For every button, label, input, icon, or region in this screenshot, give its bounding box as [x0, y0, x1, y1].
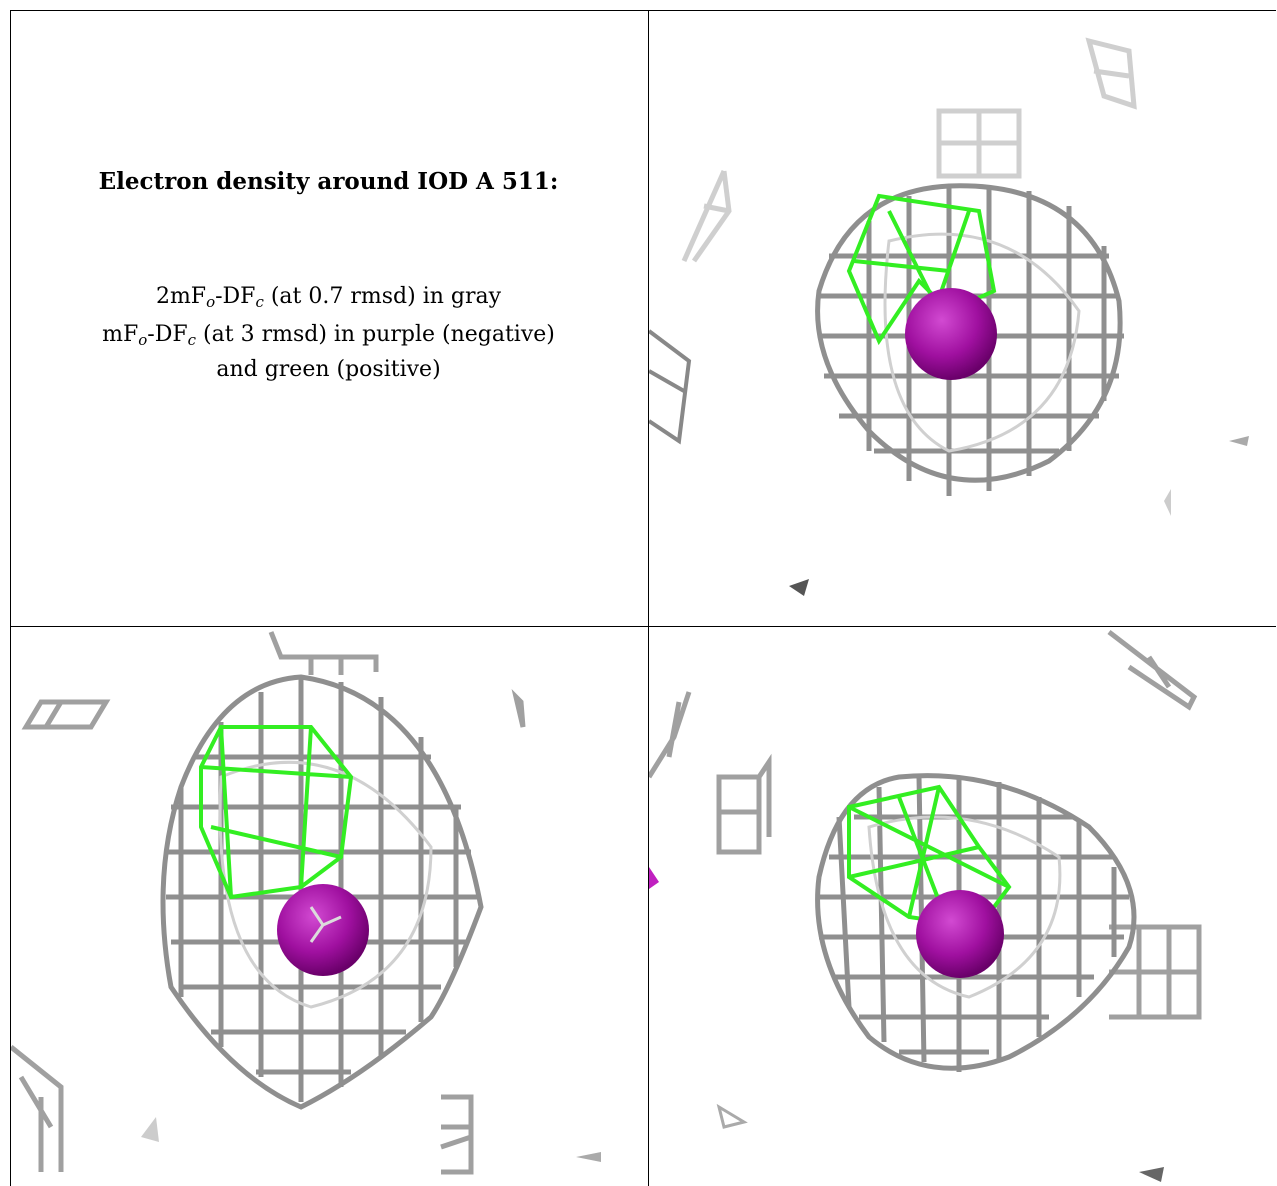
caption-line-1: 2mFo-DFc (at 0.7 rmsd) in gray — [10, 284, 647, 311]
mesh-fragment — [649, 867, 659, 889]
atom-center-mark — [309, 906, 342, 943]
caption-line-2: mFo-DFc (at 3 rmsd) in purple (negative) — [10, 322, 647, 349]
gray-density-inner — [218, 760, 433, 1009]
line2-sub2: c — [187, 331, 197, 349]
mesh-fragment — [789, 579, 809, 596]
caption-line-3: and green (positive) — [216, 357, 441, 382]
line1-sub1: o — [206, 293, 216, 311]
mesh-fragment — [576, 1152, 601, 1162]
iodine-sphere — [277, 884, 369, 976]
line1-mid: -DF — [215, 284, 256, 309]
line2-sub1: o — [138, 331, 148, 349]
line1-prefix: 2mF — [155, 284, 207, 309]
caption-title: Electron density around IOD A 511: — [98, 168, 559, 195]
caption-cell: Electron density around IOD A 511: 2mFo-… — [10, 10, 647, 626]
background-mesh — [649, 630, 1202, 1020]
density-render-2 — [11, 631, 601, 1175]
iodine-sphere — [916, 890, 1004, 978]
line1-suffix: (at 0.7 rmsd) in gray — [263, 284, 502, 309]
green-positive-density — [199, 725, 354, 900]
view-bottom-right — [649, 627, 1276, 1186]
density-render-1 — [649, 37, 1249, 596]
mesh-fragment — [1139, 1167, 1164, 1182]
iodine-sphere — [905, 288, 997, 380]
mesh-fragment — [716, 1103, 748, 1129]
border-left — [10, 10, 11, 1186]
background-mesh — [681, 37, 1137, 263]
border-middle — [10, 626, 1276, 627]
line1-sub2: c — [255, 293, 264, 311]
view-top-right — [649, 11, 1276, 626]
mesh-fragment — [141, 1117, 159, 1142]
density-render-3 — [649, 630, 1202, 1182]
mesh-fragment — [1229, 436, 1249, 446]
gray-density-inner — [867, 815, 1062, 999]
border-top — [10, 10, 1276, 11]
figure-grid: Electron density around IOD A 511: 2mFo-… — [10, 10, 1276, 1186]
background-mesh — [11, 631, 526, 1175]
view-bottom-left — [11, 627, 648, 1186]
line2-prefix: mF — [102, 322, 139, 347]
left-edge-mesh — [649, 329, 692, 445]
border-center — [648, 10, 649, 1186]
line2-suffix: (at 3 rmsd) in purple (negative) — [196, 322, 555, 347]
line2-mid: -DF — [147, 322, 188, 347]
gray-density-inner — [883, 232, 1081, 453]
mesh-fragment — [1164, 489, 1171, 516]
